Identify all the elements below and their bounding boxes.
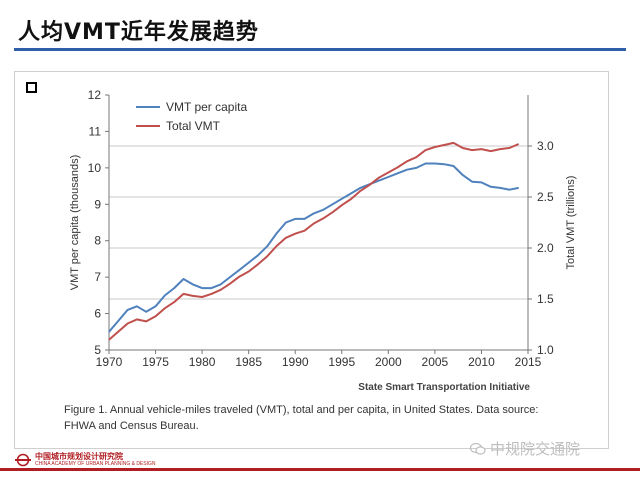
y-left-tick-label: 10	[88, 161, 102, 175]
x-tick-label: 1980	[189, 355, 216, 369]
y-left-axis-title: VMT per capita (thousands)	[69, 155, 81, 291]
y-left-tick-label: 9	[94, 197, 101, 211]
legend-label: Total VMT	[166, 119, 221, 133]
watermark-text: 中规院交通院	[490, 440, 581, 458]
y-right-tick-label: 1.0	[537, 343, 554, 357]
footer-rule	[0, 468, 640, 471]
square-bullet-icon	[26, 82, 37, 93]
slide-title: 人均VMT近年发展趋势	[18, 20, 259, 45]
source-note: State Smart Transportation Initiative	[358, 382, 530, 393]
x-tick-label: 1970	[96, 355, 123, 369]
y-left-tick-label: 7	[94, 270, 101, 284]
organization-name: 中国城市规划设计研究院	[35, 452, 123, 461]
y-left-tick-label: 6	[94, 307, 101, 321]
x-tick-label: 1975	[142, 355, 169, 369]
organization-subtitle: CHINA ACADEMY OF URBAN PLANNING & DESIGN	[35, 461, 156, 467]
y-left-tick-label: 5	[94, 343, 101, 357]
figure-frame	[14, 71, 609, 449]
series-line-total-vmt	[108, 141, 520, 341]
x-tick-label: 2000	[375, 355, 402, 369]
x-tick-label: 2015	[515, 355, 542, 369]
series-line-vmt-per-capita	[108, 162, 519, 333]
x-tick-label: 1995	[328, 355, 355, 369]
title-underline	[14, 48, 626, 51]
y-right-tick-label: 3.0	[537, 139, 554, 153]
cityplan-logo-icon	[15, 453, 31, 466]
x-tick-label: 2010	[468, 355, 495, 369]
caption-line-1: Figure 1. Annual vehicle-miles traveled …	[64, 404, 539, 416]
y-left-tick-label: 8	[94, 234, 101, 248]
caption-line-2: FHWA and Census Bureau.	[64, 420, 199, 432]
organization-logo: 中国城市规划设计研究院 CHINA ACADEMY OF URBAN PLANN…	[14, 452, 156, 467]
y-right-axis-title: Total VMT (trillions)	[565, 176, 577, 270]
y-right-tick-label: 2.0	[537, 241, 554, 255]
x-tick-label: 2005	[422, 355, 449, 369]
y-left-tick-label: 12	[88, 88, 102, 102]
y-right-tick-label: 2.5	[537, 190, 554, 204]
x-tick-label: 1990	[282, 355, 309, 369]
legend-label: VMT per capita	[166, 100, 247, 114]
wechat-icon	[470, 442, 486, 455]
y-left-tick-label: 11	[89, 124, 102, 138]
watermark: 中规院交通院	[470, 438, 580, 459]
figure-caption: Figure 1. Annual vehicle-miles traveled …	[64, 402, 584, 434]
y-right-tick-label: 1.5	[537, 292, 554, 306]
x-tick-label: 1985	[235, 355, 262, 369]
